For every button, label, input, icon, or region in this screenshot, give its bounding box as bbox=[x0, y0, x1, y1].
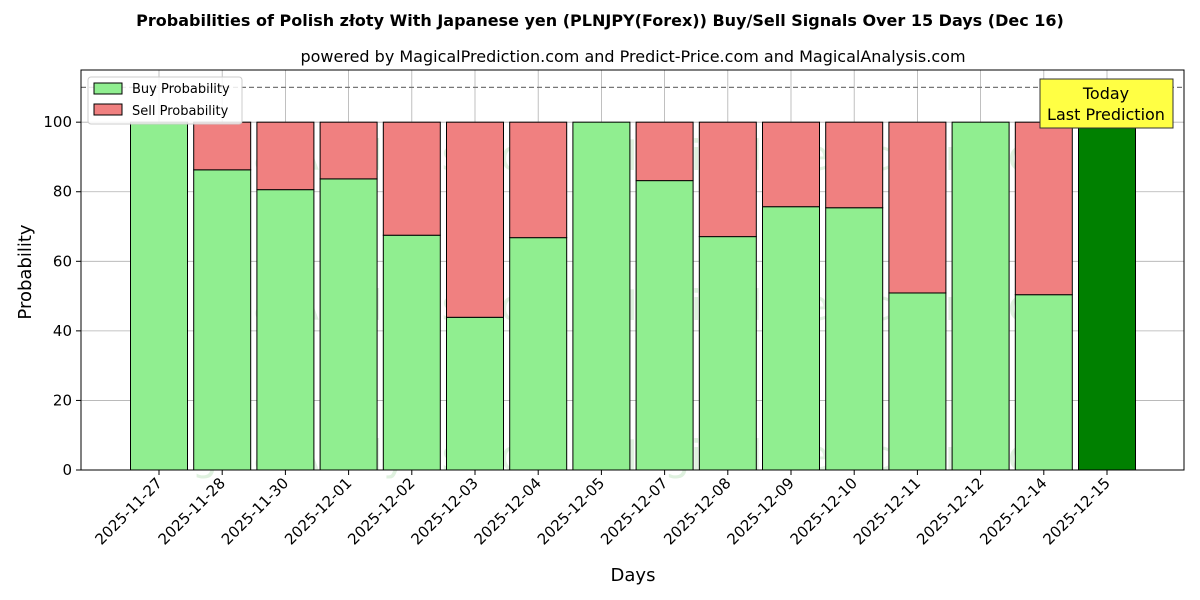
x-tick-label: 2025-11-27 bbox=[91, 474, 165, 548]
bar-buy bbox=[193, 169, 252, 471]
x-tick-label: 2025-12-15 bbox=[1039, 474, 1113, 548]
bar-buy bbox=[446, 316, 504, 471]
bar-buy bbox=[825, 207, 884, 471]
bar-buy bbox=[572, 121, 631, 471]
bar-buy bbox=[762, 206, 820, 471]
legend: Buy Probability Sell Probability bbox=[87, 76, 243, 125]
x-axis-label: Days bbox=[611, 565, 656, 586]
bar-buy bbox=[1014, 294, 1073, 471]
plot-frame bbox=[80, 69, 1185, 471]
legend-label-sell: Sell Probability bbox=[132, 104, 229, 119]
y-tick-label: 0 bbox=[62, 461, 72, 479]
x-tick-label: 2025-11-28 bbox=[155, 474, 229, 548]
bar-sell bbox=[698, 121, 757, 238]
bar-sell bbox=[509, 121, 568, 239]
bar-sell bbox=[382, 121, 441, 236]
x-tick-label: 2025-12-14 bbox=[976, 474, 1050, 548]
bar-buy bbox=[1078, 121, 1136, 471]
x-tick-label: 2025-12-12 bbox=[913, 474, 987, 548]
bar-sell bbox=[635, 121, 694, 182]
bar-buy bbox=[382, 234, 441, 471]
x-tick-label: 2025-12-03 bbox=[407, 474, 481, 548]
legend-swatch-buy bbox=[93, 82, 123, 95]
bar-buy bbox=[951, 121, 1010, 471]
legend-label-buy: Buy Probability bbox=[132, 82, 230, 97]
y-tick-label: 100 bbox=[43, 113, 72, 131]
x-tick-label: 2025-12-08 bbox=[660, 474, 734, 548]
bar-buy bbox=[256, 189, 315, 471]
x-tick-label: 2025-12-04 bbox=[471, 474, 545, 548]
last-prediction-label: Last Prediction bbox=[1047, 105, 1165, 124]
bar-buy bbox=[698, 236, 757, 471]
legend-box bbox=[87, 76, 243, 125]
y-tick-label: 40 bbox=[53, 322, 72, 340]
y-tick-label: 80 bbox=[53, 183, 72, 201]
today-box bbox=[1039, 78, 1174, 129]
bar-sell bbox=[193, 121, 252, 171]
today-label: Today bbox=[1082, 84, 1129, 103]
bar-sell bbox=[825, 121, 884, 209]
chart-subtitle: powered by MagicalPrediction.com and Pre… bbox=[300, 47, 965, 66]
bar-buy bbox=[319, 178, 378, 471]
bar-sell bbox=[1014, 121, 1073, 296]
bar-buy bbox=[130, 121, 188, 471]
x-tick-label: 2025-12-02 bbox=[344, 474, 418, 548]
y-axis-label: Probability bbox=[15, 224, 36, 319]
x-tick-label: 2025-12-09 bbox=[723, 474, 797, 548]
bar-sell bbox=[446, 121, 504, 318]
x-tick-label: 2025-11-30 bbox=[218, 474, 292, 548]
y-tick-label: 20 bbox=[53, 391, 72, 409]
bar-buy bbox=[888, 292, 947, 471]
y-tick-label: 60 bbox=[53, 252, 72, 270]
bar-sell bbox=[888, 121, 947, 294]
today-annotation: Today Last Prediction bbox=[1039, 78, 1174, 129]
bar-buy bbox=[509, 237, 568, 471]
x-tick-label: 2025-12-10 bbox=[787, 474, 861, 548]
bar-sell bbox=[256, 121, 315, 191]
x-tick-label: 2025-12-11 bbox=[850, 474, 924, 548]
legend-swatch-sell bbox=[93, 103, 123, 116]
bar-buy bbox=[635, 180, 694, 471]
x-tick-label: 2025-12-01 bbox=[281, 474, 355, 548]
bar-sell bbox=[319, 121, 378, 180]
x-tick-label: 2025-12-05 bbox=[534, 474, 608, 548]
bars bbox=[130, 121, 1136, 471]
chart-title: Probabilities of Polish złoty With Japan… bbox=[136, 11, 1064, 30]
bar-sell bbox=[762, 121, 820, 208]
x-tick-label: 2025-12-07 bbox=[597, 474, 671, 548]
